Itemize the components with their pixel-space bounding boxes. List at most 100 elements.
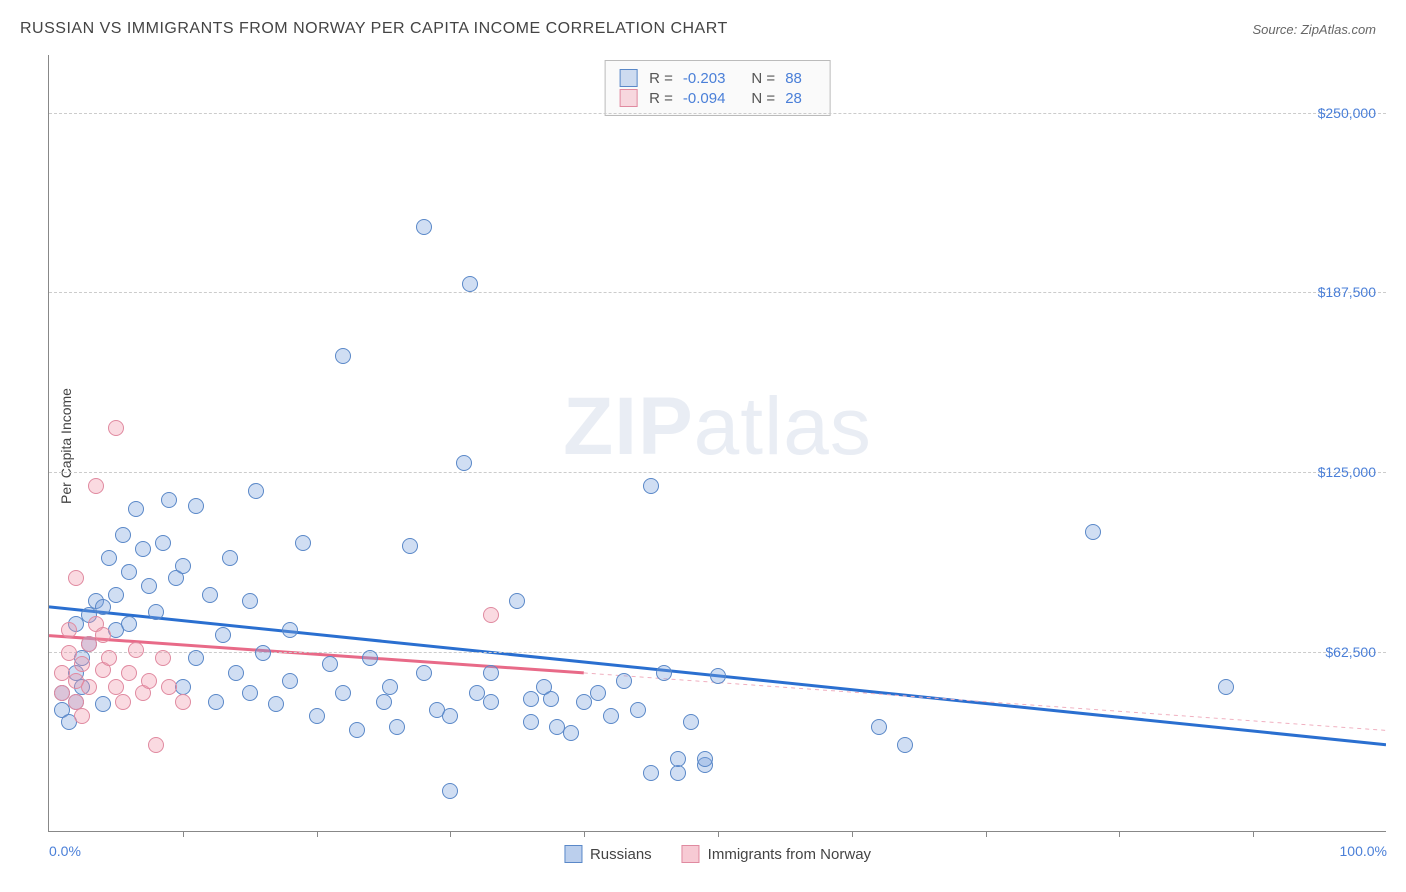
- data-point: [1085, 524, 1101, 540]
- data-point: [88, 478, 104, 494]
- data-point: [282, 673, 298, 689]
- gridline: [49, 652, 1386, 653]
- legend-label: Russians: [590, 846, 652, 863]
- data-point: [376, 694, 392, 710]
- legend-label: Immigrants from Norway: [708, 846, 871, 863]
- data-point: [222, 550, 238, 566]
- r-value: -0.094: [683, 90, 726, 107]
- data-point: [255, 645, 271, 661]
- data-point: [148, 737, 164, 753]
- data-point: [175, 558, 191, 574]
- data-point: [101, 650, 117, 666]
- data-point: [483, 665, 499, 681]
- series-legend: Russians Immigrants from Norway: [564, 845, 871, 863]
- data-point: [268, 696, 284, 712]
- data-point: [175, 694, 191, 710]
- data-point: [442, 783, 458, 799]
- data-point: [108, 420, 124, 436]
- watermark-rest: atlas: [694, 381, 872, 472]
- data-point: [128, 501, 144, 517]
- data-point: [95, 599, 111, 615]
- data-point: [135, 541, 151, 557]
- data-point: [242, 593, 258, 609]
- data-point: [509, 593, 525, 609]
- data-point: [549, 719, 565, 735]
- data-point: [897, 737, 913, 753]
- data-point: [643, 478, 659, 494]
- data-point: [523, 714, 539, 730]
- data-point: [402, 538, 418, 554]
- data-point: [115, 694, 131, 710]
- x-tick-label: 100.0%: [1340, 843, 1387, 859]
- source-attribution: Source: ZipAtlas.com: [1252, 22, 1376, 37]
- legend-item: Russians: [564, 845, 652, 863]
- data-point: [309, 708, 325, 724]
- data-point: [322, 656, 338, 672]
- correlation-legend: R =-0.203N =88R =-0.094N =28: [604, 60, 831, 116]
- x-tick: [183, 831, 184, 837]
- data-point: [81, 679, 97, 695]
- data-point: [871, 719, 887, 735]
- x-tick: [852, 831, 853, 837]
- data-point: [74, 708, 90, 724]
- data-point: [683, 714, 699, 730]
- n-label: N =: [751, 90, 775, 107]
- data-point: [382, 679, 398, 695]
- data-point: [1218, 679, 1234, 695]
- data-point: [335, 685, 351, 701]
- scatter-plot-area: ZIPatlas R =-0.203N =88R =-0.094N =28 Ru…: [48, 55, 1386, 832]
- data-point: [242, 685, 258, 701]
- chart-title: RUSSIAN VS IMMIGRANTS FROM NORWAY PER CA…: [20, 20, 728, 38]
- data-point: [483, 694, 499, 710]
- r-value: -0.203: [683, 70, 726, 87]
- data-point: [208, 694, 224, 710]
- gridline: [49, 472, 1386, 473]
- data-point: [543, 691, 559, 707]
- x-tick: [1119, 831, 1120, 837]
- legend-swatch: [619, 69, 637, 87]
- data-point: [155, 535, 171, 551]
- x-tick-label: 0.0%: [49, 843, 81, 859]
- data-point: [462, 276, 478, 292]
- data-point: [121, 616, 137, 632]
- data-point: [442, 708, 458, 724]
- data-point: [148, 604, 164, 620]
- data-point: [282, 622, 298, 638]
- data-point: [95, 627, 111, 643]
- data-point: [335, 348, 351, 364]
- data-point: [188, 498, 204, 514]
- data-point: [670, 751, 686, 767]
- data-point: [590, 685, 606, 701]
- data-point: [656, 665, 672, 681]
- r-label: R =: [649, 70, 673, 87]
- data-point: [61, 645, 77, 661]
- n-value: 88: [785, 70, 802, 87]
- data-point: [202, 587, 218, 603]
- data-point: [670, 765, 686, 781]
- y-tick-label: $62,500: [1325, 644, 1376, 660]
- n-value: 28: [785, 90, 802, 107]
- y-tick-label: $250,000: [1318, 105, 1376, 121]
- legend-stat-row: R =-0.203N =88: [619, 69, 816, 87]
- data-point: [523, 691, 539, 707]
- data-point: [643, 765, 659, 781]
- data-point: [128, 642, 144, 658]
- data-point: [188, 650, 204, 666]
- data-point: [115, 527, 131, 543]
- gridline: [49, 113, 1386, 114]
- legend-stat-row: R =-0.094N =28: [619, 89, 816, 107]
- data-point: [108, 587, 124, 603]
- data-point: [68, 570, 84, 586]
- legend-item: Immigrants from Norway: [682, 845, 871, 863]
- data-point: [95, 696, 111, 712]
- x-tick: [450, 831, 451, 837]
- data-point: [456, 455, 472, 471]
- data-point: [349, 722, 365, 738]
- data-point: [121, 564, 137, 580]
- data-point: [416, 665, 432, 681]
- data-point: [121, 665, 137, 681]
- data-point: [616, 673, 632, 689]
- data-point: [483, 607, 499, 623]
- x-tick: [986, 831, 987, 837]
- gridline: [49, 292, 1386, 293]
